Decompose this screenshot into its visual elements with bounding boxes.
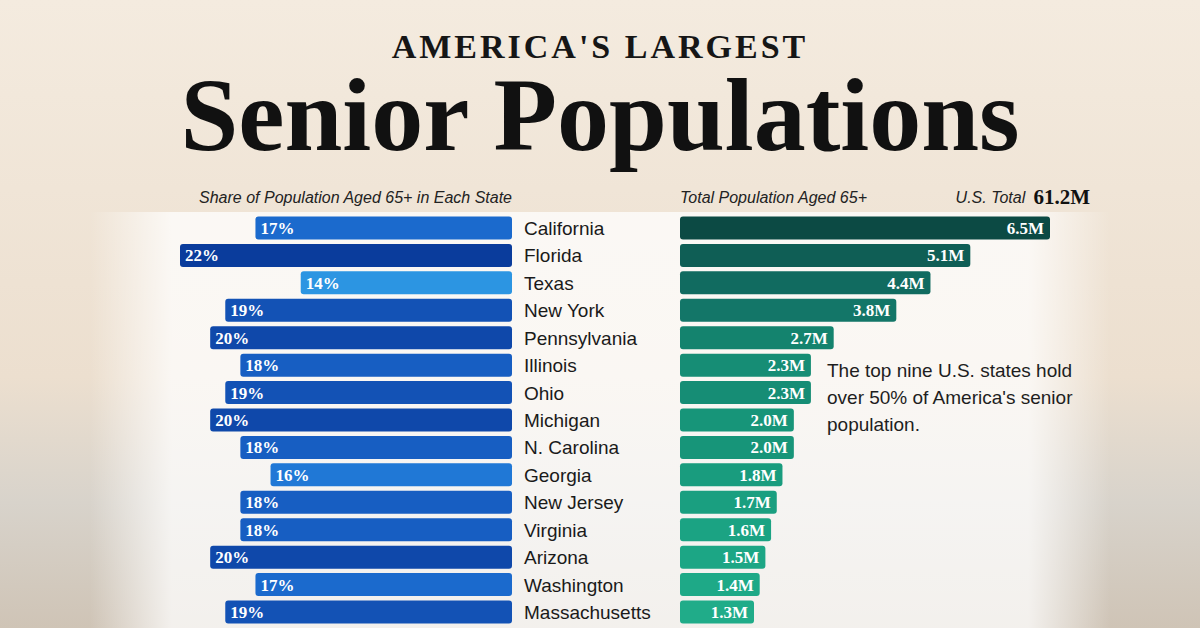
data-label: 2.3M [768, 356, 805, 375]
data-label: 1.3M [711, 603, 748, 622]
data-label: 3.8M [853, 301, 890, 320]
series-header: Total Population Aged 65+ [680, 189, 867, 206]
bar [225, 601, 512, 624]
bar [680, 381, 811, 404]
background [0, 0, 1200, 628]
bar [240, 518, 512, 541]
panel [90, 212, 1110, 628]
total-label: U.S. Total [956, 189, 1026, 206]
category-label: New York [524, 300, 605, 321]
category-label: Washington [524, 575, 624, 596]
category-label: Pennsylvania [524, 328, 637, 349]
data-label: 22% [185, 246, 219, 265]
category-label: N. Carolina [524, 437, 619, 458]
data-label: 5.1M [927, 246, 964, 265]
bar [225, 299, 512, 322]
data-label: 14% [306, 274, 340, 293]
data-label: 1.7M [733, 493, 770, 512]
bar [680, 299, 896, 322]
bar [210, 546, 512, 569]
chart: AMERICA'S LARGESTSenior PopulationsShare… [0, 0, 1200, 628]
data-label: 18% [245, 356, 279, 375]
bar [271, 463, 512, 486]
data-label: 2.0M [751, 411, 788, 430]
data-label: 2.0M [751, 438, 788, 457]
data-label: 16% [276, 466, 310, 485]
data-label: 18% [245, 521, 279, 540]
bar [240, 491, 512, 514]
data-label: 17% [260, 219, 294, 238]
data-label: 19% [230, 384, 264, 403]
data-label: 20% [215, 548, 249, 567]
bar [680, 354, 811, 377]
data-label: 17% [260, 576, 294, 595]
data-label: 4.4M [887, 274, 924, 293]
category-label: Illinois [524, 355, 577, 376]
bar [680, 491, 777, 514]
category-label: Georgia [524, 465, 592, 486]
category-label: Texas [524, 273, 574, 294]
data-label: 20% [215, 411, 249, 430]
bar [680, 573, 760, 596]
data-label: 18% [245, 493, 279, 512]
category-label: Virginia [524, 520, 587, 541]
series-header: Share of Population Aged 65+ in Each Sta… [199, 189, 512, 206]
category-label: Massachusetts [524, 602, 651, 623]
bar [680, 546, 765, 569]
labels: 17% California 6.5M 22% Florida 5.1M 14% Texas 4… [185, 218, 1044, 623]
category-label: Ohio [524, 383, 564, 404]
bar [680, 244, 970, 267]
bar [680, 271, 930, 294]
bar [180, 244, 512, 267]
bar [210, 326, 512, 349]
data-label: 20% [215, 329, 249, 348]
bar [240, 354, 512, 377]
data-label: 18% [245, 438, 279, 457]
bar [240, 436, 512, 459]
category-label: Arizona [524, 547, 589, 568]
bar [255, 573, 512, 596]
bar [210, 409, 512, 432]
total-value: 61.2M [1033, 185, 1090, 209]
bar [680, 409, 794, 432]
data-label: 2.7M [790, 329, 827, 348]
data-label: 1.6M [728, 521, 765, 540]
data-label: 1.4M [716, 576, 753, 595]
bar [680, 436, 794, 459]
data-label: 2.3M [768, 384, 805, 403]
category-label: Michigan [524, 410, 600, 431]
data-label: 6.5M [1007, 219, 1044, 238]
category-label: New Jersey [524, 492, 624, 513]
bars [180, 217, 1050, 624]
bar [301, 271, 512, 294]
bar [680, 601, 754, 624]
annotation: The top nine U.S. states holdover 50% of… [827, 360, 1073, 435]
data-label: 19% [230, 301, 264, 320]
category-label: Florida [524, 245, 583, 266]
bar [225, 381, 512, 404]
bar [680, 326, 834, 349]
data-label: 1.8M [739, 466, 776, 485]
bar [255, 217, 512, 240]
data-label: 1.5M [722, 548, 759, 567]
bar [680, 217, 1050, 240]
category-label: California [524, 218, 605, 239]
bar [680, 518, 771, 541]
title: Senior Populations [181, 57, 1020, 172]
data-label: 19% [230, 603, 264, 622]
bar [680, 463, 782, 486]
